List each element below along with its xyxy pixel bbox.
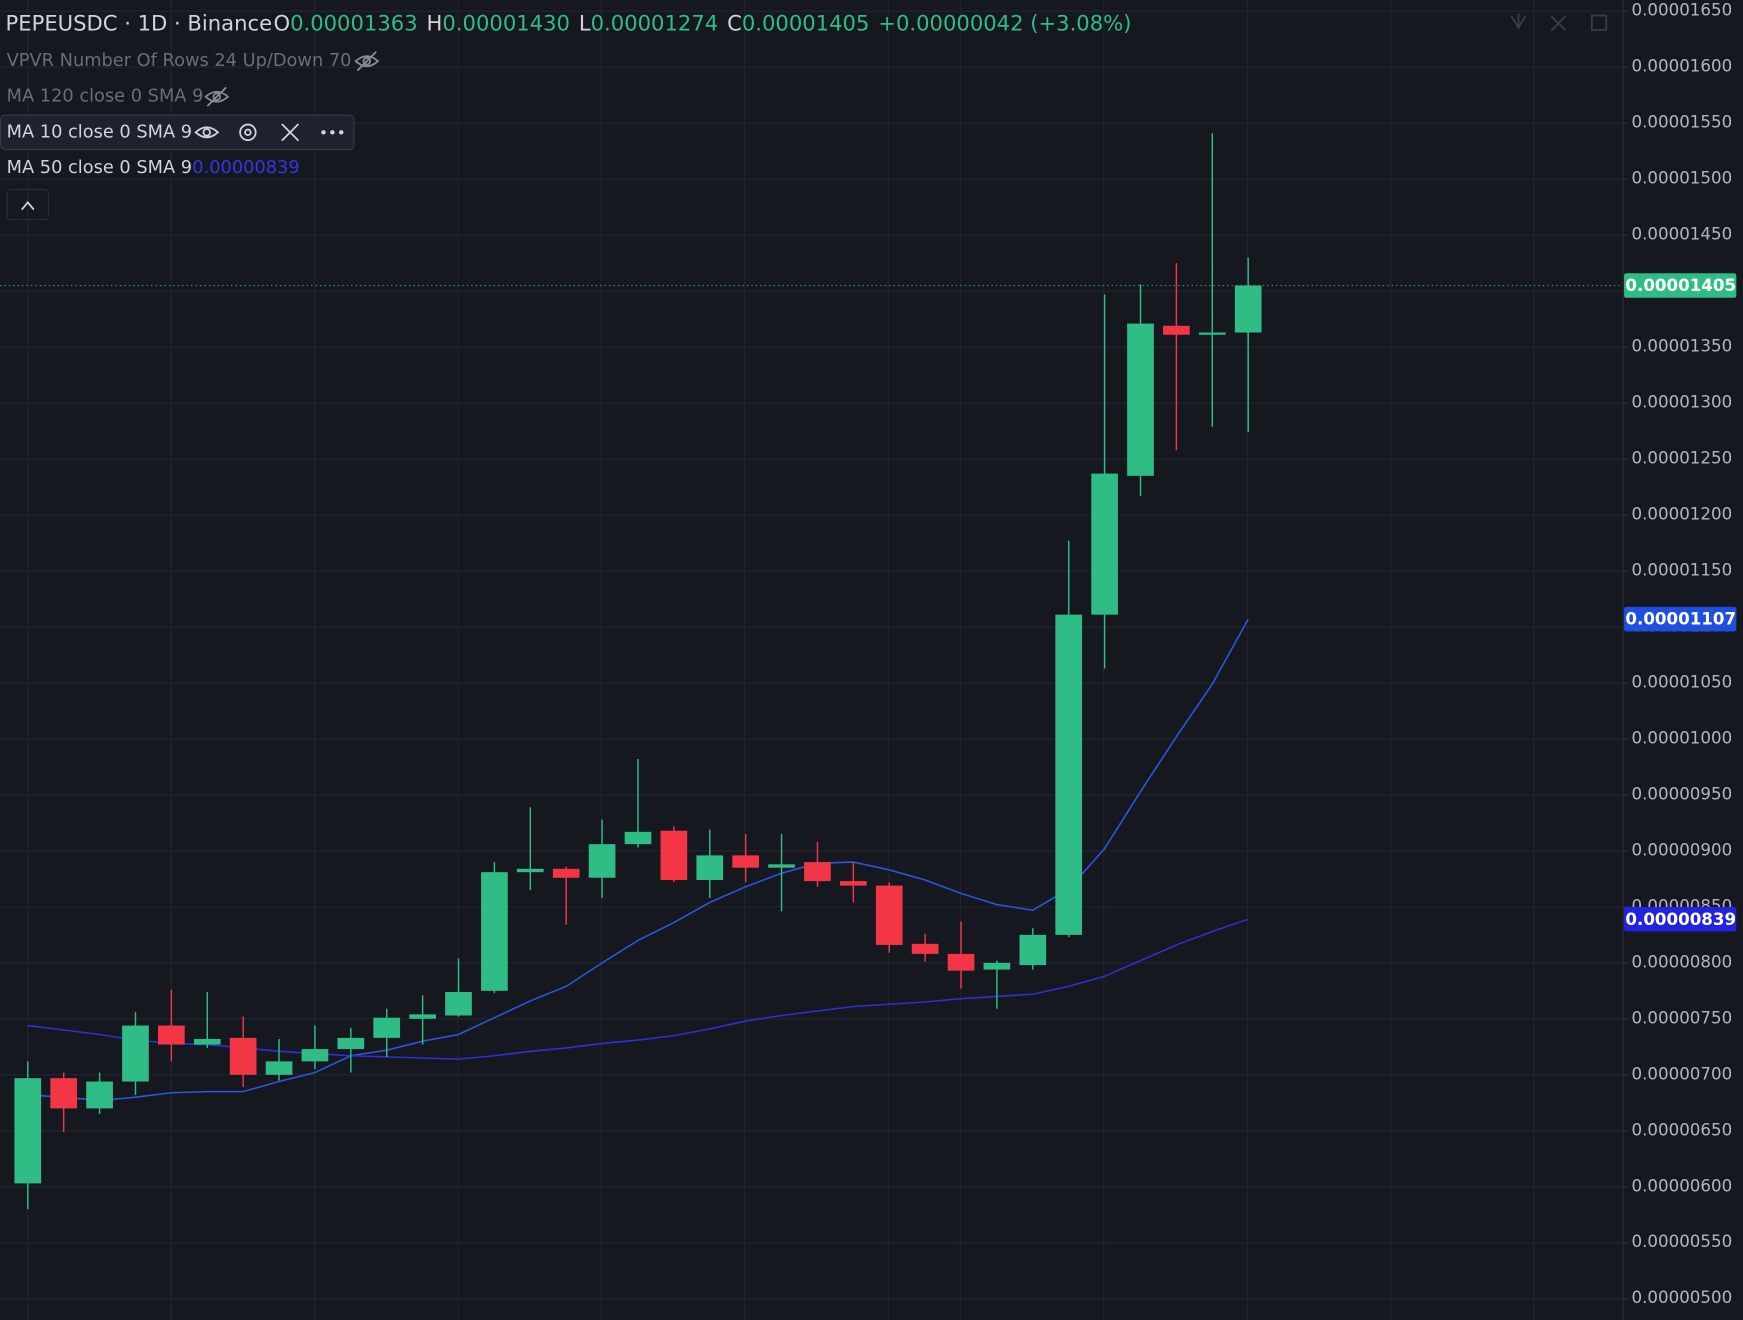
candle-body: [983, 962, 1011, 970]
candle-body: [1019, 934, 1047, 966]
more-icon[interactable]: [321, 130, 344, 135]
candle-body: [624, 831, 652, 845]
indicator: MA 50 close 0 SMA 9: [7, 157, 192, 178]
y-tick-label: 0.00001450: [1632, 225, 1733, 244]
price-badge: [1624, 606, 1737, 632]
ohlc-key: L: [579, 10, 591, 35]
candle-body: [193, 1038, 221, 1045]
ohlc-value: 0.00001274: [591, 10, 719, 35]
candle-body: [516, 868, 544, 873]
candle-body: [1055, 614, 1083, 935]
y-tick-label: 0.00000900: [1632, 840, 1733, 859]
y-tick-label: 0.00001150: [1632, 560, 1733, 579]
y-tick-label: 0.00001300: [1632, 393, 1733, 412]
legend-row-box: [0, 114, 355, 151]
y-tick-label: 0.00000800: [1632, 952, 1733, 971]
price-badge-label: 0.00001107: [1625, 610, 1736, 629]
change: +0.00000042 (+3.08%): [878, 10, 1131, 35]
y-tick-label: 0.00001550: [1632, 113, 1733, 132]
candle-body: [445, 991, 472, 1016]
toolbar-icon[interactable]: [1510, 13, 1527, 30]
candle-body: [337, 1037, 365, 1050]
ohlc-key: O: [273, 10, 290, 35]
settings-icon[interactable]: [239, 123, 257, 142]
candle-body: [265, 1061, 293, 1075]
y-tick-label: 0.00000650: [1632, 1120, 1733, 1139]
ma-line: [27, 618, 1249, 1102]
ohlc-value: 0.00001363: [290, 10, 418, 35]
candle-body: [1127, 323, 1154, 476]
toolbar-icon[interactable]: [1590, 14, 1608, 31]
candle-body: [804, 862, 831, 882]
y-tick-label: 0.00001500: [1632, 169, 1733, 188]
close-icon[interactable]: [281, 123, 299, 142]
ohlc-key: H: [427, 10, 443, 35]
candle-body: [552, 868, 580, 878]
plot: [0, 133, 1623, 1210]
y-tick-label: 0.00001650: [1632, 1, 1733, 20]
price-badge: [1624, 273, 1737, 298]
toolbar-icon[interactable]: [1550, 15, 1567, 31]
indicator: MA 120 close 0 SMA 9: [7, 86, 204, 107]
candle-body: [696, 855, 724, 881]
price-badge-label: 0.00001405: [1625, 276, 1736, 295]
ohlc-line: O0.00001363 H0.00001430 L0.00001274 C0.0000…: [273, 10, 1131, 35]
y-tick-label: 0.00000500: [1632, 1288, 1733, 1307]
candle-body: [14, 1078, 42, 1184]
candle-body: [86, 1081, 113, 1109]
candle-body: [1198, 332, 1226, 335]
candle-body: [840, 881, 867, 886]
ohlc-value: 0.00001430: [442, 10, 570, 35]
candle-body: [732, 855, 760, 868]
indicator: VPVR Number Of Rows 24 Up/Down 70: [7, 50, 352, 71]
y-tick-label: 0.00001050: [1632, 672, 1733, 691]
ohlc-value: 0.00001405: [742, 10, 870, 35]
candle-body: [373, 1017, 401, 1038]
collapse-button[interactable]: [6, 189, 49, 221]
eye-icon[interactable]: [194, 126, 220, 139]
candle-body: [660, 830, 688, 881]
price-badge: [1624, 906, 1737, 932]
candle-body: [229, 1037, 257, 1075]
indicator-value: 0.00000839: [192, 157, 299, 178]
candle-body: [947, 953, 975, 971]
hidden-icon[interactable]: [354, 51, 380, 71]
candle-body: [768, 864, 795, 868]
ohlc-key: C: [727, 10, 742, 35]
y-tick-label: 0.00000600: [1632, 1176, 1733, 1195]
collapse-icon: [21, 201, 35, 210]
candle-body: [158, 1025, 185, 1045]
candle-body: [122, 1025, 149, 1082]
y-tick-label: 0.00000750: [1632, 1008, 1733, 1027]
hidden-icon[interactable]: [204, 86, 230, 107]
price-badge-label: 0.00000839: [1625, 910, 1736, 929]
y-tick-label: 0.00001200: [1632, 505, 1733, 524]
candle-body: [301, 1049, 329, 1062]
y-tick-label: 0.00000700: [1632, 1064, 1733, 1083]
ohlc: O0.00001363 H0.00001430 L0.00001274 C0.0000…: [273, 10, 1131, 35]
candle-body: [1091, 473, 1118, 615]
candle-body: [1234, 285, 1262, 333]
candle-body: [1163, 325, 1190, 335]
candle-body: [911, 943, 939, 954]
y-tick-label: 0.00001350: [1632, 337, 1733, 356]
y-tick-label: 0.00001600: [1632, 57, 1733, 76]
y-tick-label: 0.00001250: [1632, 449, 1733, 468]
candle-body: [409, 1014, 436, 1019]
y-tick-label: 0.00001000: [1632, 728, 1733, 747]
candle-body: [481, 872, 508, 991]
candle-body: [588, 844, 616, 878]
y-tick-label: 0.00000550: [1632, 1232, 1733, 1251]
grid: [0, 0, 1623, 1320]
y-tick-label: 0.00000950: [1632, 784, 1733, 803]
symbol: PEPEUSDC · 1D · Binance: [6, 10, 273, 35]
y-axis: 0.00001650 0.00001600 0.00001550 0.00001500…: [1622, 1, 1737, 1307]
candle-body: [50, 1078, 78, 1109]
candle-body: [875, 885, 903, 945]
indicator: MA 10 close 0 SMA 9: [7, 121, 192, 142]
